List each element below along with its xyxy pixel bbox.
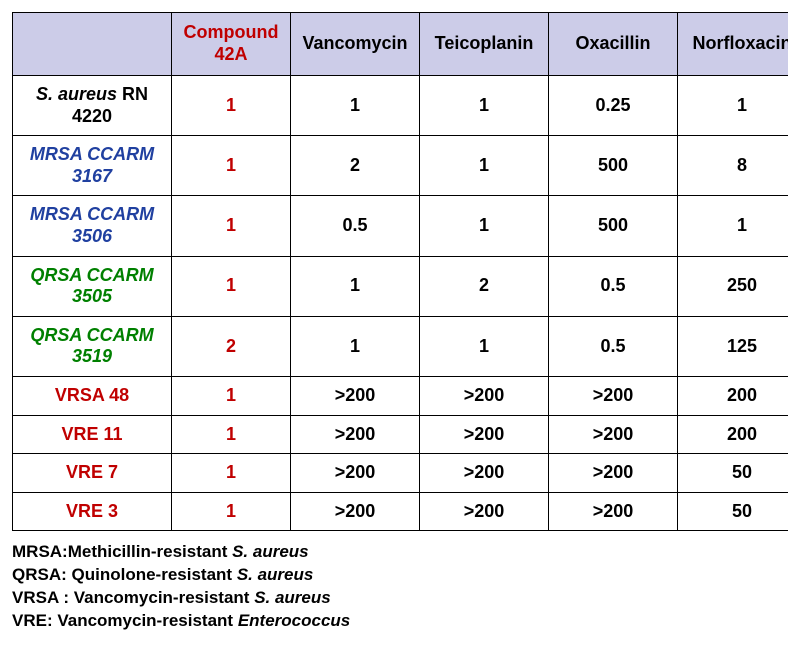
strain-name: QRSA CCARM 3505 [13,256,172,316]
cell-norfloxacin: 200 [678,376,788,415]
cell-norfloxacin: 50 [678,492,788,531]
legend-item: VRE: Vancomycin-resistant Enterococcus [12,610,776,633]
legend-text: Methicillin-resistant [68,542,232,561]
cell-teicoplanin: >200 [420,376,549,415]
table-body: S. aureus RN 42201110.251MRSA CCARM 3167… [13,76,788,531]
cell-teicoplanin: >200 [420,492,549,531]
legend-abbr: QRSA: [12,565,67,584]
cell-oxacillin: 500 [549,196,678,256]
legend-abbr: MRSA: [12,542,68,561]
table-row: S. aureus RN 42201110.251 [13,76,788,136]
legend-species: S. aureus [232,542,309,561]
table-row: QRSA CCARM 35192110.5125 [13,316,788,376]
cell-teicoplanin: 1 [420,136,549,196]
cell-vancomycin: >200 [291,454,420,493]
strain-name: VRSA 48 [13,376,172,415]
strain-name: VRE 11 [13,415,172,454]
cell-norfloxacin: 200 [678,415,788,454]
legend: MRSA:Methicillin-resistant S. aureusQRSA… [12,541,776,633]
cell-oxacillin: 500 [549,136,678,196]
cell-compound42a: 1 [172,76,291,136]
strain-name: VRE 7 [13,454,172,493]
header-row: Compound 42A Vancomycin Teicoplanin Oxac… [13,13,788,76]
cell-norfloxacin: 50 [678,454,788,493]
header-teicoplanin: Teicoplanin [420,13,549,76]
strain-name: MRSA CCARM 3506 [13,196,172,256]
cell-compound42a: 1 [172,256,291,316]
table-row: QRSA CCARM 35051120.5250 [13,256,788,316]
cell-norfloxacin: 250 [678,256,788,316]
cell-norfloxacin: 125 [678,316,788,376]
legend-species: S. aureus [254,588,331,607]
cell-teicoplanin: 1 [420,316,549,376]
table-row: VRE 111>200>200>200200 [13,415,788,454]
cell-compound42a: 1 [172,415,291,454]
cell-vancomycin: 1 [291,256,420,316]
cell-compound42a: 1 [172,136,291,196]
cell-vancomycin: 1 [291,316,420,376]
legend-item: QRSA: Quinolone-resistant S. aureus [12,564,776,587]
cell-teicoplanin: 1 [420,196,549,256]
legend-abbr: VRE: [12,611,53,630]
header-compound-42a: Compound 42A [172,13,291,76]
cell-norfloxacin: 1 [678,196,788,256]
cell-vancomycin: 1 [291,76,420,136]
table-row: MRSA CCARM 31671215008 [13,136,788,196]
mic-table: Compound 42A Vancomycin Teicoplanin Oxac… [12,12,788,531]
cell-vancomycin: >200 [291,415,420,454]
cell-teicoplanin: >200 [420,454,549,493]
table-row: VRE 31>200>200>20050 [13,492,788,531]
cell-oxacillin: >200 [549,415,678,454]
strain-name: S. aureus RN 4220 [13,76,172,136]
cell-oxacillin: >200 [549,492,678,531]
cell-teicoplanin: 1 [420,76,549,136]
cell-vancomycin: 2 [291,136,420,196]
cell-compound42a: 1 [172,454,291,493]
table-row: VRSA 481>200>200>200200 [13,376,788,415]
header-oxacillin: Oxacillin [549,13,678,76]
cell-oxacillin: 0.5 [549,256,678,316]
cell-vancomycin: >200 [291,376,420,415]
legend-text: Quinolone-resistant [67,565,237,584]
cell-oxacillin: 0.25 [549,76,678,136]
cell-teicoplanin: >200 [420,415,549,454]
legend-item: MRSA:Methicillin-resistant S. aureus [12,541,776,564]
legend-species: S. aureus [237,565,314,584]
header-empty [13,13,172,76]
cell-compound42a: 1 [172,196,291,256]
cell-compound42a: 1 [172,492,291,531]
cell-vancomycin: >200 [291,492,420,531]
cell-vancomycin: 0.5 [291,196,420,256]
cell-oxacillin: >200 [549,376,678,415]
strain-name: VRE 3 [13,492,172,531]
header-norfloxacin: Norfloxacin [678,13,788,76]
strain-name: MRSA CCARM 3167 [13,136,172,196]
cell-norfloxacin: 8 [678,136,788,196]
cell-compound42a: 2 [172,316,291,376]
table-row: MRSA CCARM 350610.515001 [13,196,788,256]
legend-item: VRSA : Vancomycin-resistant S. aureus [12,587,776,610]
cell-norfloxacin: 1 [678,76,788,136]
table-row: VRE 71>200>200>20050 [13,454,788,493]
legend-abbr: VRSA : [12,588,69,607]
legend-text: Vancomycin-resistant [53,611,238,630]
strain-name: QRSA CCARM 3519 [13,316,172,376]
cell-teicoplanin: 2 [420,256,549,316]
cell-oxacillin: 0.5 [549,316,678,376]
cell-compound42a: 1 [172,376,291,415]
header-vancomycin: Vancomycin [291,13,420,76]
legend-species: Enterococcus [238,611,350,630]
cell-oxacillin: >200 [549,454,678,493]
legend-text: Vancomycin-resistant [69,588,254,607]
